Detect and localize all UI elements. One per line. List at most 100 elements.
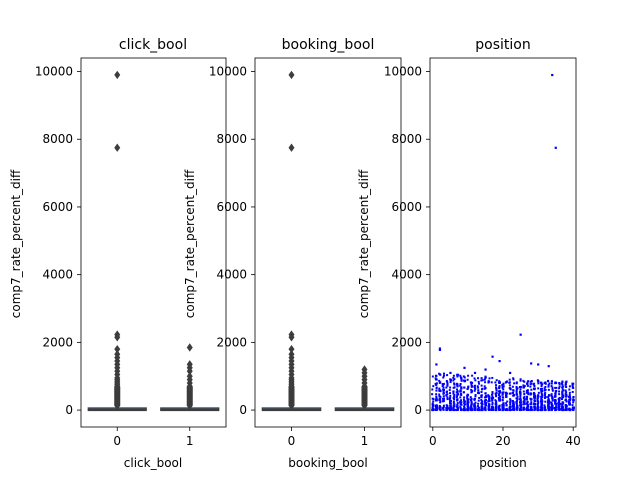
scatter-point	[541, 394, 544, 397]
scatter-point	[558, 390, 561, 393]
scatter-point	[470, 388, 473, 391]
scatter-point	[431, 405, 434, 408]
scatter-point	[481, 407, 484, 410]
scatter-point	[480, 394, 483, 397]
scatter-point	[509, 371, 512, 375]
scatter-point	[530, 408, 533, 411]
scatter-point	[518, 398, 521, 401]
scatter-point	[554, 399, 557, 402]
scatter-point	[547, 398, 550, 401]
scatter-point	[533, 407, 536, 410]
scatter-point	[536, 407, 539, 410]
scatter-point	[484, 401, 487, 404]
scatter-point	[502, 403, 505, 406]
scatter-point	[551, 73, 554, 77]
scatter-point	[547, 379, 550, 382]
scatter-point	[519, 406, 522, 409]
scatter-point	[551, 389, 554, 392]
scatter-point	[536, 404, 539, 407]
y-tick-label: 6000	[42, 200, 73, 214]
scatter-point	[523, 395, 526, 398]
scatter-point	[453, 405, 456, 408]
scatter-point	[541, 408, 544, 411]
scatter-point	[541, 390, 544, 393]
scatter-point	[463, 376, 466, 379]
scatter-point	[502, 391, 505, 394]
scatter-point	[449, 397, 452, 400]
scatter-point	[442, 386, 445, 389]
y-tick-label: 0	[239, 403, 247, 417]
scatter-point	[474, 394, 477, 397]
scatter-point	[522, 386, 525, 389]
scatter-point	[564, 383, 567, 386]
scatter-point	[536, 379, 539, 382]
scatter-point	[439, 401, 442, 404]
scatter-point	[483, 378, 486, 381]
scatter-point	[449, 386, 452, 389]
scatter-point	[501, 399, 504, 402]
panel-title: position	[475, 37, 530, 53]
scatter-point	[512, 403, 515, 406]
plot-marks	[261, 70, 395, 412]
scatter-point	[497, 394, 500, 397]
scatter-point	[477, 405, 480, 408]
scatter-point	[554, 393, 557, 396]
scatter-point	[550, 402, 553, 405]
scatter-point	[442, 390, 445, 393]
scatter-point	[568, 403, 571, 406]
scatter-point	[571, 390, 574, 393]
scatter-point	[463, 386, 466, 389]
scatter-point	[467, 409, 470, 412]
scatter-point	[508, 384, 511, 387]
scatter-point	[523, 407, 526, 410]
scatter-point	[530, 398, 533, 401]
plot-frame	[254, 57, 402, 428]
scatter-point	[453, 383, 456, 386]
scatter-point	[471, 381, 474, 384]
scatter-point	[502, 402, 505, 405]
scatter-point	[484, 407, 487, 410]
scatter-point	[459, 374, 462, 377]
scatter-point	[543, 387, 546, 390]
scatter-point	[462, 375, 465, 378]
scatter-point	[526, 391, 529, 394]
scatter-point	[462, 398, 465, 401]
scatter-point	[446, 384, 449, 387]
scatter-point	[456, 395, 459, 398]
scatter-point	[501, 396, 504, 399]
outlier-point	[288, 382, 295, 391]
scatter-point	[523, 380, 526, 383]
scatter-point	[469, 406, 472, 409]
scatter-point	[505, 404, 508, 407]
scatter-point	[506, 400, 509, 403]
scatter-point	[560, 382, 563, 385]
scatter-point	[442, 376, 445, 379]
scatter-point	[446, 405, 449, 408]
scatter-point	[562, 385, 565, 388]
x-axis-label: position	[479, 456, 527, 470]
scatter-point	[519, 378, 522, 381]
scatter-point	[550, 385, 553, 388]
scatter-point	[518, 386, 521, 389]
scatter-point	[558, 387, 561, 390]
scatter-point	[438, 407, 441, 410]
scatter-point	[519, 379, 522, 382]
scatter-point	[442, 389, 445, 392]
panel-click-bool: click_bool click_bool comp7_rate_percent…	[9, 37, 227, 470]
scatter-point	[466, 406, 469, 409]
scatter-point	[537, 391, 540, 394]
scatter-point	[435, 382, 438, 385]
scatter-point	[515, 402, 518, 405]
scatter-point	[449, 379, 452, 382]
outlier-point	[361, 382, 368, 391]
scatter-point	[456, 399, 459, 402]
scatter-point	[502, 407, 505, 410]
scatter-point	[530, 382, 533, 385]
scatter-point	[495, 394, 498, 397]
scatter-point	[509, 387, 512, 390]
scatter-point	[495, 400, 498, 403]
scatter-point	[508, 409, 511, 412]
scatter-point	[498, 359, 501, 363]
scatter-point	[530, 392, 533, 395]
scatter-point	[473, 398, 476, 401]
